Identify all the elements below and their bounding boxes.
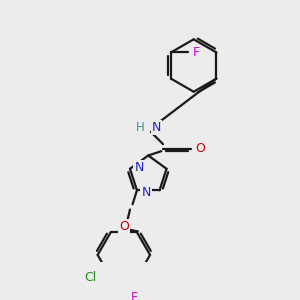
- Text: N: N: [141, 185, 151, 199]
- Text: F: F: [131, 291, 138, 300]
- Text: O: O: [119, 220, 129, 232]
- Text: Cl: Cl: [85, 271, 97, 284]
- Text: N: N: [152, 121, 161, 134]
- Text: N: N: [134, 160, 144, 173]
- Text: F: F: [193, 46, 200, 59]
- Text: O: O: [196, 142, 206, 155]
- Text: H: H: [136, 121, 145, 134]
